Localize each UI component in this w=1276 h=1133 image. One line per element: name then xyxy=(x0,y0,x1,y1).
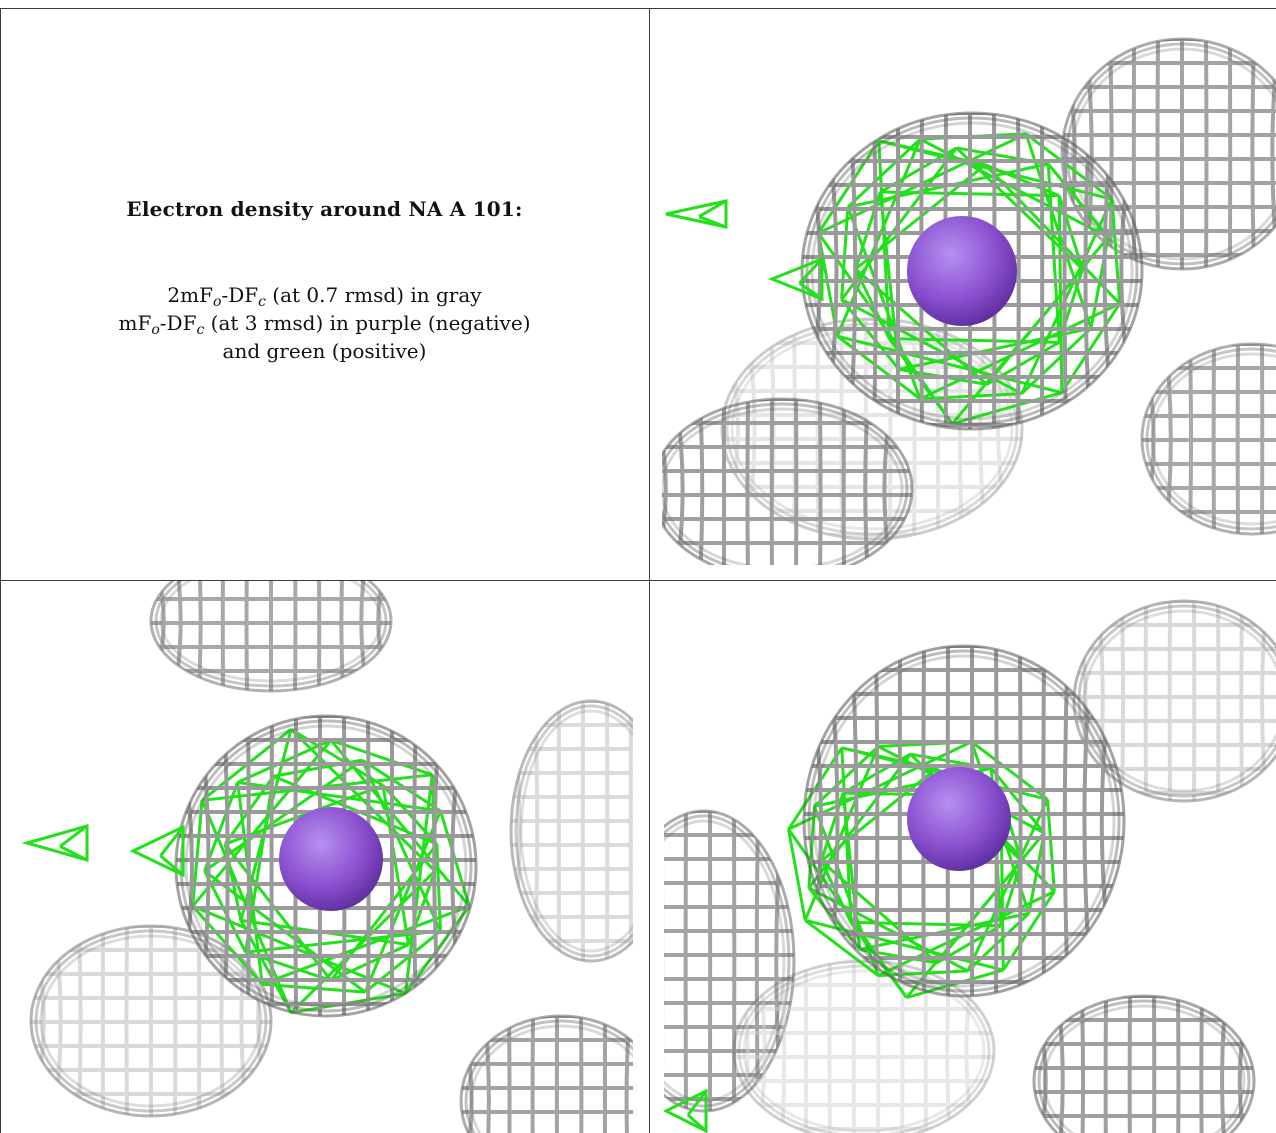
caption-line-1-a: 2mF xyxy=(167,283,213,307)
border-top xyxy=(0,8,1276,9)
figure-frame: Electron density around NA A 101: 2mFo-D… xyxy=(0,8,1276,1133)
bl-bg-mesh-top xyxy=(149,581,393,693)
border-horizontal-divider xyxy=(0,580,1276,581)
bl-green-cone-mid xyxy=(129,824,185,878)
caption-line-2: mFo-DFc (at 3 rmsd) in purple (negative) xyxy=(119,309,531,337)
bl-bg-mesh-bottom-right xyxy=(459,1014,633,1133)
top-right-view xyxy=(662,9,1276,565)
caption-line-1-rest: (at 0.7 rmsd) in gray xyxy=(265,283,482,307)
border-vertical-divider xyxy=(649,8,650,1133)
br-bg-mesh-bottom-right xyxy=(1032,994,1256,1133)
tr-green-cone xyxy=(665,199,728,229)
bottom-right-view xyxy=(664,581,1276,1133)
bl-sodium-ion xyxy=(279,807,383,911)
caption-line-3: and green (positive) xyxy=(222,339,427,363)
bl-bg-mesh-right xyxy=(509,699,633,963)
caption-line-1-b: -DF xyxy=(221,283,259,307)
caption-line-2-rest: (at 3 rmsd) in purple (negative) xyxy=(204,311,531,335)
br-sodium-ion xyxy=(907,767,1011,871)
caption-line-2-a-sub: o xyxy=(151,322,160,338)
caption-title: Electron density around NA A 101: xyxy=(126,197,523,221)
caption-line-1-b-sub: c xyxy=(258,294,266,310)
caption-line-2-b-sub: c xyxy=(196,322,205,338)
bl-green-cone-left xyxy=(21,824,89,862)
border-left xyxy=(0,8,1,1133)
tr-bg-mesh-bottom-left xyxy=(662,397,914,565)
tr-sodium-ion xyxy=(907,216,1017,326)
bottom-left-view xyxy=(1,581,633,1133)
br-main-mesh xyxy=(802,644,1126,998)
tr-bg-mesh-bottom-right xyxy=(1140,342,1276,536)
caption-line-1-a-sub: o xyxy=(213,294,222,310)
caption-line-2-b: -DF xyxy=(159,311,197,335)
br-green-cone xyxy=(664,1088,708,1133)
caption-line-2-a: mF xyxy=(118,311,152,335)
caption-panel: Electron density around NA A 101: 2mFo-D… xyxy=(0,8,649,580)
caption-line-1: 2mFo-DFc (at 0.7 rmsd) in gray xyxy=(167,281,481,309)
tr-green-cone-side xyxy=(767,256,824,302)
br-bg-mesh-left xyxy=(664,809,796,1113)
